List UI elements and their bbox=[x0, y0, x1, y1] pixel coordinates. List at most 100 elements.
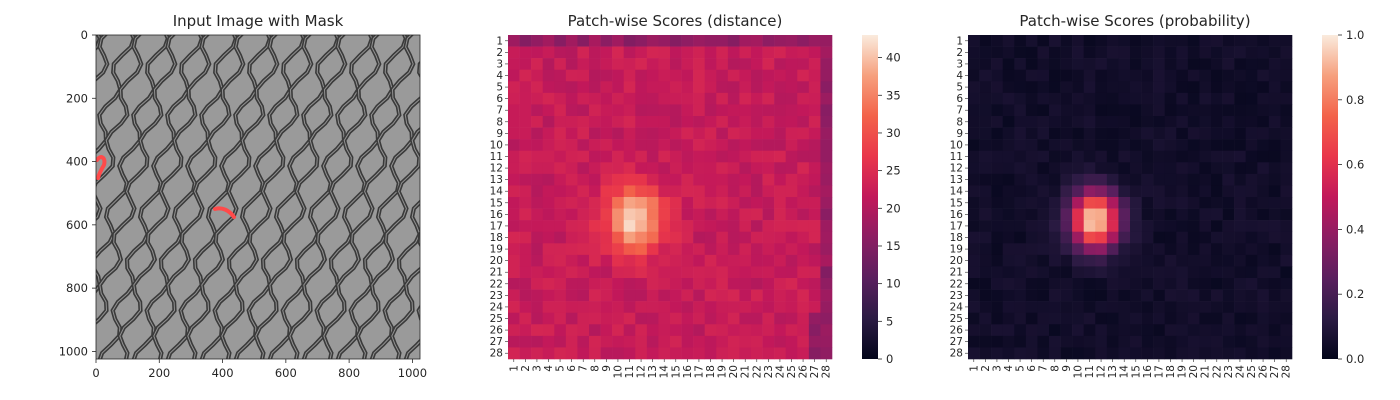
heatmap-cell bbox=[1060, 312, 1073, 325]
heatmap-cell bbox=[1025, 301, 1038, 314]
heatmap-cell bbox=[646, 69, 659, 82]
heatmap-cell bbox=[979, 92, 992, 105]
heatmap-cell bbox=[704, 301, 717, 314]
heatmap-cell bbox=[1176, 81, 1189, 94]
heatmap-cell bbox=[1095, 150, 1108, 163]
heatmap-cell bbox=[589, 150, 601, 163]
image-frame bbox=[95, 34, 421, 360]
heatmap-cell bbox=[646, 347, 659, 360]
heatmap-cell bbox=[716, 58, 729, 71]
heatmap-cell bbox=[1037, 347, 1050, 360]
heatmap-cell bbox=[1095, 58, 1108, 71]
heatmap-col-label: 5 bbox=[1015, 365, 1027, 372]
heatmap-cell bbox=[1222, 104, 1235, 117]
heatmap-cell bbox=[612, 289, 625, 302]
mesh-strand-highlight bbox=[337, 63, 420, 359]
heatmap-cell bbox=[681, 335, 694, 348]
heatmap-cell bbox=[820, 312, 833, 325]
mesh-strand-highlight bbox=[221, 35, 312, 359]
heatmap-cell bbox=[1072, 81, 1085, 94]
heatmap-cell bbox=[531, 58, 544, 71]
heatmap-cell bbox=[670, 92, 682, 105]
heatmap-col-label: 21 bbox=[740, 365, 752, 378]
heatmap-cell bbox=[542, 35, 555, 47]
heatmap-cell bbox=[1176, 185, 1189, 198]
heatmap-cell bbox=[716, 81, 729, 94]
heatmap-cell bbox=[1106, 324, 1119, 337]
heatmap-cell bbox=[612, 231, 625, 244]
heatmap-cell bbox=[1083, 289, 1096, 302]
heatmap-cell bbox=[635, 301, 648, 314]
heatmap-cell bbox=[542, 208, 555, 221]
heatmap-cell bbox=[1257, 289, 1270, 302]
mesh-strand-highlight bbox=[289, 35, 380, 359]
heatmap-cell bbox=[670, 197, 682, 209]
heatmap-cell bbox=[1222, 185, 1235, 198]
heatmap-cell bbox=[1095, 208, 1108, 221]
heatmap-cell bbox=[1025, 312, 1038, 325]
heatmap-cell bbox=[1049, 312, 1061, 325]
heatmap-row-label: 23 bbox=[950, 290, 963, 302]
heatmap-cell bbox=[751, 220, 763, 233]
heatmap-cell bbox=[1060, 220, 1073, 233]
heatmap-cell bbox=[739, 289, 752, 302]
heatmap-col-label: 13 bbox=[647, 365, 659, 378]
heatmap-cell bbox=[612, 335, 625, 348]
heatmap-cell bbox=[1072, 35, 1085, 47]
image-x-tick-label: 600 bbox=[275, 366, 297, 380]
heatmap-cell bbox=[1049, 289, 1061, 302]
heatmap-cell bbox=[1130, 127, 1142, 140]
heatmap-cell bbox=[1002, 185, 1015, 198]
heatmap-cell bbox=[1118, 197, 1131, 209]
heatmap-cell bbox=[1083, 46, 1096, 59]
heatmap-cell bbox=[704, 35, 717, 47]
heatmap-cell bbox=[1153, 58, 1166, 71]
heatmap-cell bbox=[635, 173, 648, 186]
heatmap-col-label: 11 bbox=[1084, 365, 1096, 378]
heatmap-cell bbox=[820, 139, 833, 152]
heatmap-cell bbox=[589, 185, 601, 198]
heatmap-cell bbox=[785, 243, 798, 256]
heatmap-cell bbox=[693, 347, 706, 360]
heatmap-cell bbox=[600, 289, 613, 302]
heatmap-cell bbox=[1049, 254, 1061, 267]
heatmap-cell bbox=[1095, 162, 1108, 175]
heatmap-cell bbox=[565, 35, 578, 47]
heatmap-cell bbox=[1234, 347, 1247, 360]
heatmap-cell bbox=[1187, 197, 1200, 209]
heatmap-cell bbox=[808, 312, 821, 325]
heatmap-cell bbox=[635, 150, 648, 163]
heatmap-cell bbox=[1222, 81, 1235, 94]
heatmap-cell bbox=[991, 162, 1004, 175]
heatmap-cell bbox=[739, 92, 752, 105]
heatmap-cell bbox=[762, 197, 775, 209]
heatmap-cell bbox=[1095, 127, 1108, 140]
heatmap-cell bbox=[1118, 266, 1131, 279]
heatmap-cell bbox=[1245, 197, 1258, 209]
heatmap-cell bbox=[991, 139, 1004, 152]
heatmap-cell bbox=[1257, 312, 1270, 325]
heatmap-cell bbox=[1268, 162, 1281, 175]
heatmap-cell bbox=[1002, 231, 1015, 244]
heatmap-cell bbox=[1025, 266, 1038, 279]
heatmap-cell bbox=[1025, 220, 1038, 233]
heatmap-cell bbox=[646, 266, 659, 279]
heatmap-cell bbox=[1222, 231, 1235, 244]
heatmap-cell bbox=[600, 127, 613, 140]
heatmap-cell bbox=[589, 69, 601, 82]
heatmap-cell bbox=[968, 278, 980, 290]
heatmap-cell bbox=[589, 220, 601, 233]
heatmap-cell bbox=[1245, 185, 1258, 198]
heatmap-cell bbox=[1176, 197, 1189, 209]
heatmap-cell bbox=[635, 81, 648, 94]
heatmap-col-label: 8 bbox=[1049, 365, 1061, 372]
heatmap-cell bbox=[774, 324, 787, 337]
heatmap-cell bbox=[542, 266, 555, 279]
heatmap-cell bbox=[1002, 139, 1015, 152]
heatmap-cell bbox=[774, 335, 787, 348]
heatmap-cell bbox=[508, 243, 520, 256]
heatmap-col-label: 14 bbox=[659, 365, 671, 379]
heatmap-col-label: 12 bbox=[1096, 365, 1108, 378]
heatmap-cell bbox=[1222, 324, 1235, 337]
heatmap-cell bbox=[670, 220, 682, 233]
